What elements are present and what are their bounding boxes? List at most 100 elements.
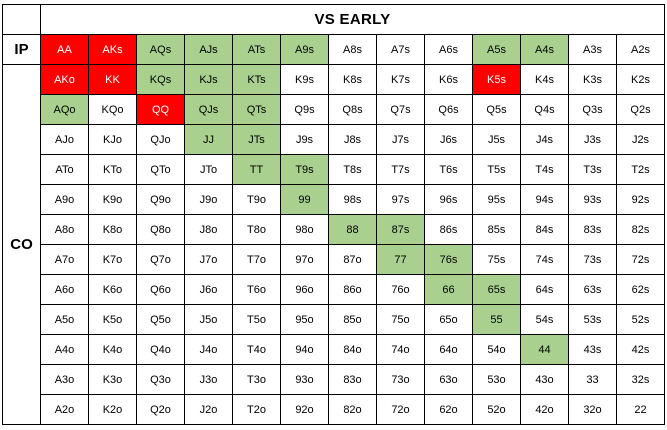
hand-cell: 65o [424,304,473,335]
hand-cell: T2s [616,154,665,185]
hand-cell: Q3o [136,364,185,395]
hand-cell: KQo [88,94,137,125]
hand-cell: K5o [88,304,137,335]
hand-cell: ATo [40,154,89,185]
hand-cell: Q7s [376,94,425,125]
hand-cell: KTo [88,154,137,185]
hand-cell: A3o [40,364,89,395]
hand-cell: AQs [136,34,185,65]
hand-cell: K6o [88,274,137,305]
hand-cell: J8o [184,214,233,245]
hand-cell: 96s [424,184,473,215]
hand-cell: J9o [184,184,233,215]
hand-cell: T2o [232,394,281,425]
hand-cell: 52o [472,394,521,425]
hand-row: A8o K8o Q8o J8o T8o 98o 88 87s 86s 85s 84s 83s 82s [3,214,665,245]
hand-cell: 55 [472,304,521,335]
chart-title: VS EARLY [40,4,665,35]
hand-cell: J4s [520,124,569,155]
hand-cell: 43o [520,364,569,395]
hand-cell: 62o [424,394,473,425]
hand-cell: T7o [232,244,281,275]
hand-cell: A2s [616,34,665,65]
hand-cell: Q7o [136,244,185,275]
hand-cell: QJo [136,124,185,155]
hand-cell: 95o [280,304,329,335]
hand-cell: JJ [184,124,233,155]
hand-cell: KJo [88,124,137,155]
hand-cell: 98o [280,214,329,245]
hand-cell: 53s [568,304,617,335]
hand-cell: AA [40,34,89,65]
hand-cell: K8s [328,64,377,95]
hand-cell: A6s [424,34,473,65]
corner-cell [2,4,41,35]
hand-cell: Q9s [280,94,329,125]
hand-row: A5o K5o Q5o J5o T5o 95o 85o 75o 65o 55 54s 53s 52s [3,304,665,335]
hand-cell: K9o [88,184,137,215]
hand-cell: J9s [280,124,329,155]
hand-cell: J7o [184,244,233,275]
hand-cell: J2s [616,124,665,155]
hand-cell: T6s [424,154,473,185]
hand-cell: 95s [472,184,521,215]
hand-cell: T3s [568,154,617,185]
hand-cell: T4s [520,154,569,185]
hand-cell: J2o [184,394,233,425]
hand-cell: A8s [328,34,377,65]
hand-cell: J5s [472,124,521,155]
hand-cell: K6s [424,64,473,95]
hand-cell: A4o [40,334,89,365]
hand-cell: Q2o [136,394,185,425]
hand-cell: K3s [568,64,617,95]
hand-cell: T8s [328,154,377,185]
hand-cell: Q6o [136,274,185,305]
hand-cell: Q9o [136,184,185,215]
hand-cell: 74o [376,334,425,365]
hand-cell: T9s [280,154,329,185]
hand-cell: 93o [280,364,329,395]
hand-cell: 64s [520,274,569,305]
hand-cell: 73o [376,364,425,395]
hand-cell: K7o [88,244,137,275]
hand-row: A9o K9o Q9o J9o T9o 99 98s 97s 96s 95s 94s 93s 92s [3,184,665,215]
hand-cell: 83s [568,214,617,245]
hand-row: AJo KJo QJo JJ JTs J9s J8s J7s J6s J5s J4s J3s J2s [3,124,665,155]
hand-cell: T7s [376,154,425,185]
hand-cell: KJs [184,64,233,95]
hand-cell: K7s [376,64,425,95]
hand-cell: 52s [616,304,665,335]
hand-cell: QJs [184,94,233,125]
hand-cell: Q6s [424,94,473,125]
hand-cell: AJo [40,124,89,155]
hand-cell: K8o [88,214,137,245]
hand-cell: 85o [328,304,377,335]
hand-cell: 97s [376,184,425,215]
hand-cell: Q5s [472,94,521,125]
hand-cell: KTs [232,64,281,95]
hand-cell: 66 [424,274,473,305]
hand-cell: 72s [616,244,665,275]
hand-cell: QTs [232,94,281,125]
hand-cell: J3s [568,124,617,155]
hand-cell: AKo [40,64,89,95]
hand-cell: A9s [280,34,329,65]
hand-cell: ATs [232,34,281,65]
hand-cell: A7o [40,244,89,275]
hand-cell: 85s [472,214,521,245]
hand-cell: J5o [184,304,233,335]
hand-cell: QQ [136,94,185,125]
hand-cell: 99 [280,184,329,215]
hand-cell: 83o [328,364,377,395]
hand-cell: T5s [472,154,521,185]
hand-cell: 82o [328,394,377,425]
hand-cell: 96o [280,274,329,305]
hand-cell: J6s [424,124,473,155]
hand-cell: T5o [232,304,281,335]
hand-cell: 75s [472,244,521,275]
hand-cell: 22 [616,394,665,425]
hand-cell: Q3s [568,94,617,125]
hand-cell: 94o [280,334,329,365]
hand-cell: TT [232,154,281,185]
hand-cell: 63o [424,364,473,395]
